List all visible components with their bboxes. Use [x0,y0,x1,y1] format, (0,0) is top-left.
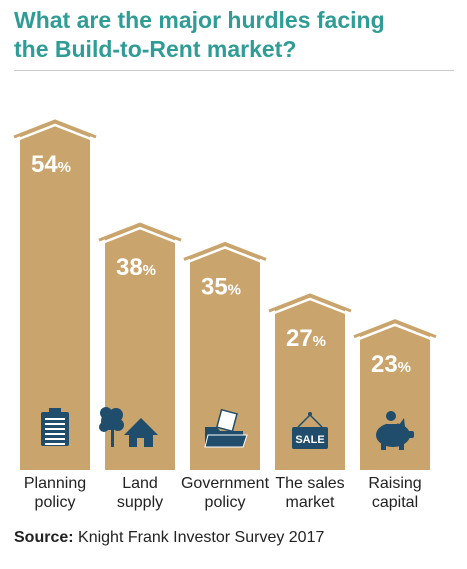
clipboard-clip [49,408,61,414]
folder-paper [215,408,238,433]
value-label: 27% [286,325,326,352]
bar-group: 38% [98,222,182,470]
pig-ear [399,418,405,427]
bar-roof-line [183,246,267,265]
bar-roof [268,293,352,313]
pig-leg [399,443,404,450]
category-label: policy [35,494,76,511]
bar-roof [98,222,182,242]
category-label: Land [122,475,158,492]
title-line-2: the Build-to-Rent market? [14,36,297,62]
tree-trunk [111,429,114,447]
coin [386,411,396,421]
bar-group: 35% [183,241,267,470]
value-number: 27 [286,325,313,352]
coin-slot [387,422,397,424]
value-suffix: % [58,159,71,176]
value-number: 54 [31,151,58,178]
tree-leaf [100,407,112,419]
bar-roof-line [353,323,437,342]
value-suffix: % [143,262,156,279]
value-number: 23 [371,351,398,378]
sign-text: SALE [295,434,324,446]
bar-roof-line [13,123,97,143]
bar [105,225,175,470]
piggy-bank-icon [376,411,414,450]
source-label: Source: [14,529,74,546]
value-number: 35 [201,273,228,300]
category-label: The sales [275,475,344,492]
category-label: Raising [368,475,421,492]
bar-roof [13,119,97,139]
clipboard-line [45,418,65,420]
bar-group: 54% [13,119,97,470]
bar-group: 27% SALE [268,293,352,470]
clipboard-line [45,423,65,425]
value-suffix: % [228,281,241,298]
source-note: Source: Knight Frank Investor Survey 201… [14,529,324,547]
clipboard-icon [41,408,69,446]
chart-title: What are the major hurdles facing the Bu… [14,6,454,64]
category-label: market [286,494,335,511]
category-label: supply [117,494,163,511]
category-label: Government [181,475,270,492]
clipboard-line [45,428,65,430]
value-label: 38% [116,254,156,281]
sale-sign-icon: SALE [292,412,328,449]
bar-roof-line [98,226,182,246]
bar-roof-line [268,297,352,317]
tree-leaf [109,408,123,422]
category-label: policy [205,494,246,511]
bar-group: 23% [353,319,437,470]
house-door [137,438,144,447]
bar [360,321,430,470]
pig-body [376,423,410,447]
bar [20,122,90,470]
clipboard-line [45,443,65,445]
clipboard-line [45,438,65,440]
value-suffix: % [398,359,411,376]
bar-roof [183,241,267,261]
source-text: Knight Frank Investor Survey 2017 [73,529,325,546]
folder-flap [204,434,248,448]
clipboard-line [45,433,65,435]
sign-board [292,427,328,449]
value-label: 23% [371,351,411,378]
value-label: 35% [201,273,241,300]
house-roof [124,418,158,435]
category-label: Planning [24,475,86,492]
category-label: capital [372,494,418,511]
value-label: 54% [31,151,71,178]
sign-hook [308,412,312,416]
pig-leg [381,443,386,450]
folder-icon [204,408,248,448]
title-divider [14,70,454,71]
pig-snout [408,431,414,438]
title-line-1: What are the major hurdles facing [14,7,385,33]
value-number: 38 [116,254,143,281]
bar [275,296,345,470]
value-suffix: % [313,333,326,350]
bar-roof [353,319,437,339]
tree-leaf [112,419,124,431]
tree-leaf [99,422,109,432]
bar [190,244,260,470]
house-tree-icon [99,407,158,447]
